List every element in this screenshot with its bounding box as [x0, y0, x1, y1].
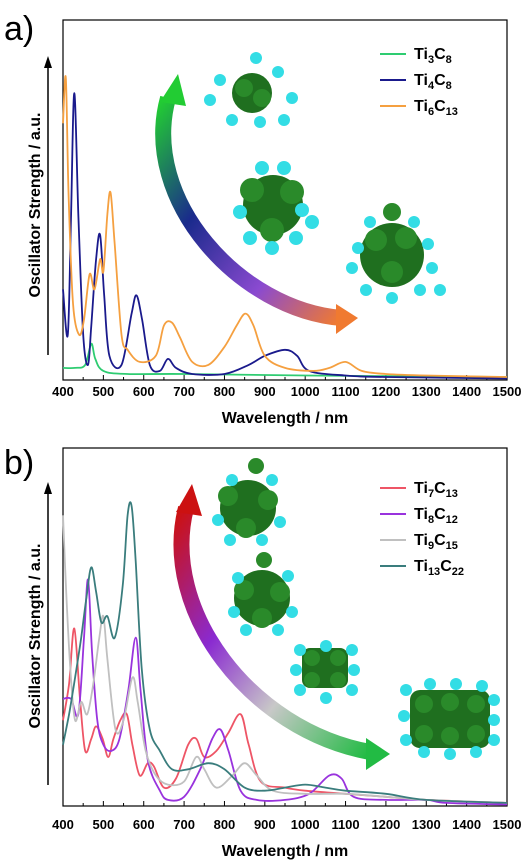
panel-b-cluster-ti7c13-icon: [212, 458, 286, 546]
x-tick-label: 500: [93, 817, 115, 832]
legend-label-ti6c13: Ti6C13: [414, 98, 458, 118]
series-line-ti9c15: [62, 515, 508, 804]
panel-a-trend-arrow: [155, 95, 343, 326]
x-tick-label: 900: [254, 384, 276, 399]
panel-b-x-axis-title: Wavelength / nm: [222, 843, 349, 860]
legend-label-ti4c8: Ti4C8: [414, 72, 452, 92]
x-tick-label: 1500: [493, 384, 522, 399]
panel-b-y-axis-arrowhead: [44, 482, 52, 494]
x-tick-label: 1000: [291, 817, 320, 832]
legend-label-ti9c15: Ti9C15: [414, 532, 458, 552]
panel-a-cluster-ti3c8-icon: [204, 52, 298, 128]
x-tick-label: 1500: [493, 817, 522, 832]
x-tick-label: 1300: [412, 384, 441, 399]
panel-a-label: a): [4, 10, 34, 48]
x-tick-label: 400: [52, 384, 74, 399]
x-tick-label: 400: [52, 817, 74, 832]
panel-b-trend-arrowhead: [366, 738, 390, 770]
legend-label-ti7c13: Ti7C13: [414, 480, 458, 500]
panel-b-series-lines: [62, 501, 508, 806]
x-tick-label: 1000: [291, 384, 320, 399]
panel-b-label: b): [4, 444, 34, 482]
panel-b-cluster-ti9c15-icon: [290, 640, 360, 704]
x-tick-label: 600: [133, 817, 155, 832]
panel-a-cluster-ti4c8-icon: [233, 161, 319, 255]
x-tick-label: 900: [254, 817, 276, 832]
x-tick-label: 1400: [452, 384, 481, 399]
series-line-ti4c8: [62, 92, 508, 380]
legend-label-ti3c8: Ti3C8: [414, 46, 452, 66]
x-tick-label: 1300: [412, 817, 441, 832]
panel-b-x-ticks: 400 500 600 700 800 900 1000 1100 1200 1300 1400 15…: [52, 801, 521, 832]
panel-a-x-axis-title: Wavelength / nm: [222, 410, 349, 427]
panel-b-y-axis-title: Oscillator Strength / a.u.: [27, 544, 44, 729]
panel-a-y-axis-arrowhead: [44, 56, 52, 68]
legend-label-ti8c12: Ti8C12: [414, 506, 458, 526]
panel-a-x-ticks: 400 500 600 700 800 900 1000 1100 1200 1300 1400 15…: [52, 375, 521, 399]
panel-a-legend: Ti3C8 Ti4C8 Ti6C13: [380, 46, 458, 118]
series-line-ti13c22: [62, 501, 508, 804]
x-tick-label: 600: [133, 384, 155, 399]
series-line-ti8c12: [62, 578, 508, 806]
series-line-ti3c8: [62, 342, 508, 378]
x-tick-label: 500: [93, 384, 115, 399]
panel-b-trend-arrow: [173, 506, 372, 760]
x-tick-label: 1200: [371, 384, 400, 399]
panel-b: b) Oscillator Strength / a.u. 400 500 600 7…: [4, 444, 521, 860]
panel-a-series-lines: [62, 75, 508, 380]
panel-b-trend-arrow-tail: [176, 484, 202, 516]
series-line-ti6c13: [62, 75, 508, 378]
panel-a-cluster-ti6c13-icon: [346, 203, 446, 304]
x-tick-label: 700: [173, 384, 195, 399]
x-tick-label: 800: [214, 384, 236, 399]
panel-a-trend-arrowhead: [336, 304, 358, 334]
x-tick-label: 800: [214, 817, 236, 832]
panel-b-cluster-ti13c22-icon: [398, 678, 500, 760]
panel-a-y-axis-title: Oscillator Strength / a.u.: [27, 113, 44, 298]
x-tick-label: 1400: [452, 817, 481, 832]
x-tick-label: 1200: [371, 817, 400, 832]
panel-a: a) Oscillator Strength / a.u. 400 500 600 7…: [4, 10, 521, 427]
x-tick-label: 1100: [331, 817, 359, 832]
x-tick-label: 700: [173, 817, 195, 832]
panel-b-legend: Ti7C13 Ti8C12 Ti9C15 Ti13C22: [380, 480, 464, 578]
legend-label-ti13c22: Ti13C22: [414, 558, 464, 578]
panel-b-cluster-ti8c12-icon: [228, 552, 298, 636]
x-tick-label: 1100: [331, 384, 359, 399]
panel-a-trend-arrow-tail: [160, 74, 186, 106]
